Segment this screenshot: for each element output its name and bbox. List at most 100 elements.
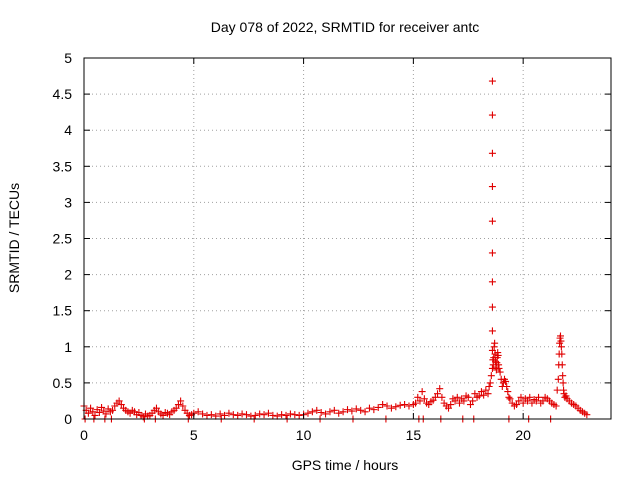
data-point [488, 249, 496, 257]
data-point [352, 405, 360, 413]
data-point [291, 411, 299, 419]
data-point [221, 411, 229, 419]
data-point [379, 401, 387, 409]
data-point [445, 404, 453, 412]
data-point [526, 393, 534, 401]
data-point [418, 388, 426, 396]
data-point [447, 401, 455, 409]
data-point [436, 385, 444, 393]
data-point [475, 392, 483, 400]
plot-frame [83, 57, 612, 420]
data-point [102, 410, 110, 418]
data-point [517, 393, 525, 401]
data-point [562, 392, 570, 400]
data-point [313, 406, 321, 414]
chart-title: Day 078 of 2022, SRMTID for receiver ant… [211, 19, 479, 35]
data-point [558, 361, 566, 369]
data-point [392, 403, 400, 411]
data-point [370, 406, 378, 414]
data-point [583, 411, 591, 419]
data-point [212, 412, 220, 420]
data-point [434, 390, 442, 398]
data-point [494, 351, 502, 359]
data-point [431, 393, 439, 401]
data-point [488, 278, 496, 286]
data-point [469, 397, 477, 405]
data-points [80, 77, 591, 423]
data-point [513, 401, 521, 409]
data-point [174, 401, 182, 409]
y-tick-label: 0 [64, 411, 72, 427]
data-point [256, 410, 264, 418]
data-point [396, 401, 404, 409]
data-point [405, 402, 413, 410]
data-point [488, 149, 496, 157]
data-point [487, 372, 495, 380]
data-point [553, 386, 561, 394]
y-tick-label: 3 [64, 194, 72, 210]
data-point [91, 411, 99, 419]
x-axis-label: GPS time / hours [292, 457, 399, 473]
data-point [84, 409, 92, 417]
data-point [216, 410, 224, 418]
data-point [278, 411, 286, 419]
data-point [317, 409, 325, 417]
data-point [177, 397, 185, 405]
data-point [308, 408, 316, 416]
data-point [414, 393, 422, 401]
data-point [482, 386, 490, 394]
x-tick-label: 15 [406, 427, 422, 443]
data-point [95, 409, 103, 417]
data-point [515, 397, 523, 405]
data-point [486, 379, 494, 387]
x-tick-label: 20 [515, 427, 531, 443]
data-point [117, 401, 125, 409]
data-point [203, 411, 211, 419]
data-point [480, 391, 488, 399]
data-point [89, 408, 97, 416]
data-point [260, 411, 268, 419]
data-point [464, 393, 472, 401]
data-point [535, 393, 543, 401]
data-point [207, 411, 215, 419]
data-point [339, 408, 347, 416]
data-point [539, 397, 547, 405]
data-point [438, 393, 446, 401]
data-point [460, 397, 468, 405]
y-tick-label: 5 [64, 50, 72, 66]
y-tick-label: 4 [64, 122, 72, 138]
data-point [488, 364, 496, 372]
data-point [488, 346, 496, 354]
data-point [528, 399, 536, 407]
data-point [234, 411, 242, 419]
y-tick-label: 4.5 [53, 86, 73, 102]
data-point [247, 412, 255, 420]
data-point [505, 393, 513, 401]
data-point [383, 402, 391, 410]
data-point [485, 383, 493, 391]
data-point [194, 408, 202, 416]
data-point [559, 372, 567, 380]
y-axis-label: SRMTID / TECUs [6, 183, 22, 293]
data-point [488, 217, 496, 225]
data-point [242, 411, 250, 419]
data-point [269, 411, 277, 419]
data-point [488, 183, 496, 191]
y-tick-label: 3.5 [53, 158, 73, 174]
x-tick-label: 0 [80, 427, 88, 443]
data-point [295, 411, 303, 419]
data-point [238, 410, 246, 418]
y-tick-label: 2.5 [53, 231, 73, 247]
data-point [387, 404, 395, 412]
y-tick-labels: 0 0.5 1 1.5 2 2.5 3 3.5 4 4.5 5 [53, 50, 73, 427]
data-point [503, 383, 511, 391]
data-point [491, 339, 499, 347]
data-point [115, 397, 123, 405]
data-point [152, 404, 160, 412]
data-point [109, 406, 117, 414]
data-point [504, 388, 512, 396]
data-point [559, 379, 567, 387]
data-point [365, 404, 373, 412]
data-point [557, 343, 565, 351]
